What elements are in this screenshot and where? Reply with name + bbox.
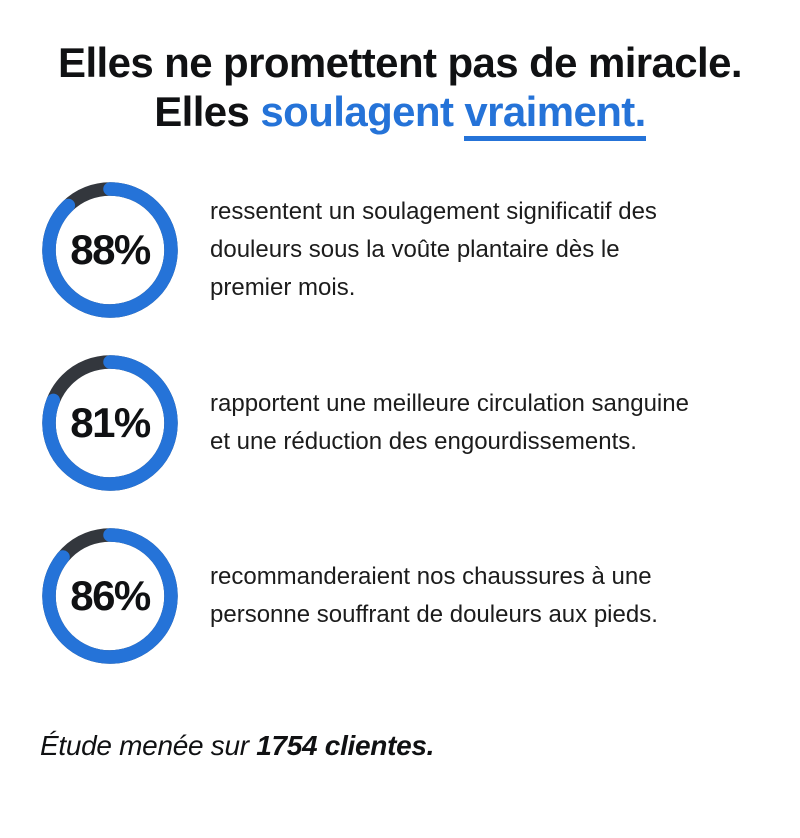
infographic-canvas: Elles ne promettent pas de miracle. Elles… [0,38,800,838]
percent-label: 81% [70,399,151,446]
donut-progress-arc [42,355,178,491]
stats-section: 88% ressentent un soulagement significat… [0,180,800,666]
stat-description: rapportent une meilleure circulation san… [210,385,689,461]
stat-line: rapportent une meilleure circulation san… [210,390,689,417]
stat-description: recommanderaient nos chaussures à une pe… [210,558,658,634]
stat-line: premier mois. [210,274,356,301]
donut-chart-88: 88% [40,180,180,320]
stat-row-recommend: 86% recommanderaient nos chaussures à un… [0,526,800,666]
donut-ring-icon [42,182,178,318]
donut-progress-arc [42,182,178,318]
donut-ring-icon [42,528,178,664]
percent-label: 86% [70,572,151,619]
headline: Elles ne promettent pas de miracle. Elles… [8,38,792,141]
donut-chart-81: 81% [40,353,180,493]
percent-label: 88% [70,226,151,273]
study-footnote: Étude menée sur 1754 clientes. [40,730,800,762]
donut-chart-86: 86% [40,526,180,666]
headline-line1: Elles ne promettent pas de miracle. [58,39,743,86]
stat-line: et une réduction des engourdissements. [210,428,637,455]
stat-line: recommanderaient nos chaussures à une [210,563,652,590]
footnote-sample-size: 1754 clientes. [256,730,435,761]
footnote-prefix: Étude menée sur [40,730,257,761]
stat-description: ressentent un soulagement significatif d… [210,193,657,307]
headline-underlined-link[interactable]: vraiment. [464,88,646,141]
donut-progress-arc [42,528,178,664]
stat-line: personne souffrant de douleurs aux pieds… [210,601,658,628]
stat-line: douleurs sous la voûte plantaire dès le [210,236,620,263]
donut-ring-icon [42,355,178,491]
headline-highlight: soulagent [260,88,465,135]
stat-row-circulation: 81% rapportent une meilleure circulation… [0,353,800,493]
stat-row-arch-pain: 88% ressentent un soulagement significat… [0,180,800,320]
stat-line: ressentent un soulagement significatif d… [210,198,657,225]
headline-line2-prefix: Elles [154,88,261,135]
